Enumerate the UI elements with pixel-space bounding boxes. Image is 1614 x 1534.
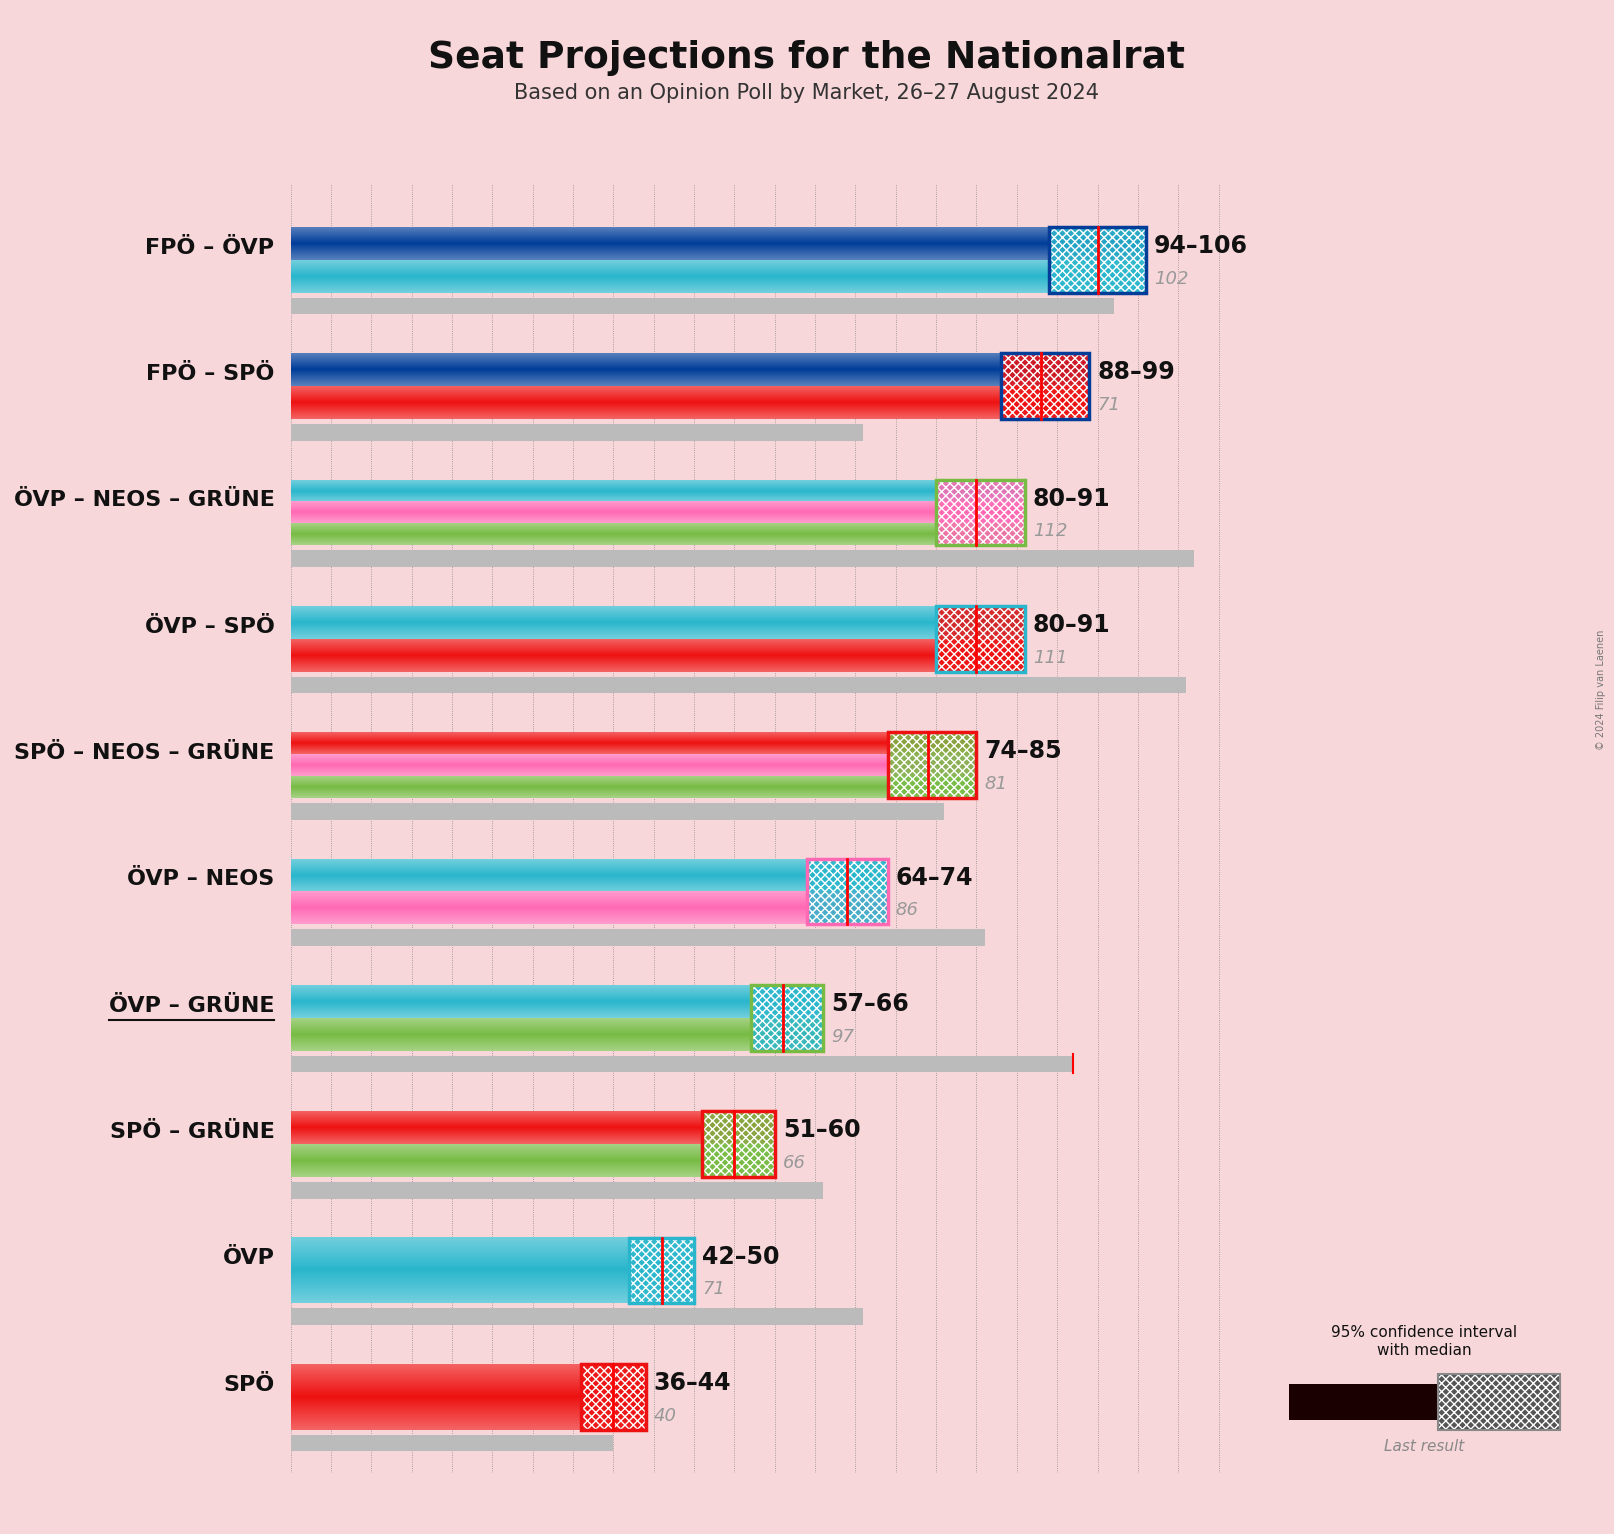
Bar <box>581 1364 646 1430</box>
Text: Last result: Last result <box>1385 1439 1464 1454</box>
Bar <box>291 804 944 819</box>
Bar <box>1001 353 1089 419</box>
Text: 88–99: 88–99 <box>1098 360 1175 385</box>
Bar <box>807 859 888 925</box>
Bar <box>1001 353 1089 419</box>
Text: 80–91: 80–91 <box>1033 614 1110 637</box>
Bar <box>291 1183 823 1198</box>
Bar <box>888 732 976 798</box>
Text: 71: 71 <box>1098 396 1120 414</box>
Text: ÖVP – NEOS – GRÜNE: ÖVP – NEOS – GRÜNE <box>13 491 274 511</box>
Text: 112: 112 <box>1033 523 1067 540</box>
Bar <box>291 551 1194 568</box>
Text: FPÖ – SPÖ: FPÖ – SPÖ <box>145 364 274 384</box>
Bar <box>1001 353 1089 419</box>
Text: 102: 102 <box>1154 270 1188 288</box>
Text: 64–74: 64–74 <box>896 865 973 890</box>
Bar <box>807 859 888 925</box>
Bar <box>291 930 985 946</box>
Text: 74–85: 74–85 <box>985 739 1062 764</box>
Text: 111: 111 <box>1033 649 1067 667</box>
Text: 86: 86 <box>896 902 918 919</box>
Text: SPÖ – NEOS – GRÜNE: SPÖ – NEOS – GRÜNE <box>15 742 274 762</box>
Text: FPÖ – ÖVP: FPÖ – ÖVP <box>145 238 274 258</box>
Bar <box>291 1055 1073 1072</box>
Text: © 2024 Filip van Laenen: © 2024 Filip van Laenen <box>1596 630 1606 750</box>
Text: ÖVP: ÖVP <box>223 1249 274 1269</box>
Text: Seat Projections for the Nationalrat: Seat Projections for the Nationalrat <box>428 40 1186 75</box>
Bar <box>1438 1374 1559 1430</box>
Text: 81: 81 <box>985 775 1007 793</box>
Text: 80–91: 80–91 <box>1033 486 1110 511</box>
Bar <box>1049 227 1146 293</box>
Bar <box>1438 1374 1559 1430</box>
Text: 42–50: 42–50 <box>702 1244 780 1269</box>
Bar <box>1049 227 1146 293</box>
Bar <box>936 480 1025 546</box>
Bar <box>751 985 823 1051</box>
Bar <box>936 606 1025 672</box>
Bar <box>936 606 1025 672</box>
Bar <box>1438 1374 1559 1430</box>
Bar <box>629 1238 694 1304</box>
Bar <box>936 480 1025 546</box>
Bar <box>581 1364 646 1430</box>
Bar <box>1288 1384 1472 1420</box>
Text: 95% confidence interval
with median: 95% confidence interval with median <box>1332 1325 1517 1358</box>
Text: 57–66: 57–66 <box>831 992 909 1016</box>
Bar <box>629 1238 694 1304</box>
Text: ÖVP – GRÜNE: ÖVP – GRÜNE <box>108 996 274 1016</box>
Bar <box>702 1111 775 1177</box>
Bar <box>291 298 1114 314</box>
Bar <box>581 1364 646 1430</box>
Text: 40: 40 <box>654 1407 676 1425</box>
Bar <box>888 732 976 798</box>
Text: ÖVP – NEOS: ÖVP – NEOS <box>128 870 274 890</box>
Bar <box>291 423 863 440</box>
Text: 51–60: 51–60 <box>783 1118 860 1143</box>
Bar <box>888 732 976 798</box>
Text: 36–44: 36–44 <box>654 1371 731 1394</box>
Bar <box>936 606 1025 672</box>
Bar <box>807 859 888 925</box>
Text: Based on an Opinion Poll by Market, 26–27 August 2024: Based on an Opinion Poll by Market, 26–2… <box>515 83 1099 103</box>
Bar <box>629 1238 694 1304</box>
Bar <box>702 1111 775 1177</box>
Bar <box>291 1434 613 1451</box>
Text: ÖVP – SPÖ: ÖVP – SPÖ <box>145 617 274 637</box>
Bar <box>936 480 1025 546</box>
Bar <box>291 676 1186 693</box>
Bar <box>291 1309 863 1325</box>
Bar <box>702 1111 775 1177</box>
Text: SPÖ: SPÖ <box>223 1374 274 1394</box>
Bar <box>1049 227 1146 293</box>
Text: 66: 66 <box>783 1154 805 1172</box>
Text: 71: 71 <box>702 1281 725 1298</box>
Text: 97: 97 <box>831 1028 854 1046</box>
Bar <box>751 985 823 1051</box>
Bar <box>751 985 823 1051</box>
Text: 94–106: 94–106 <box>1154 235 1248 258</box>
Text: SPÖ – GRÜNE: SPÖ – GRÜNE <box>110 1121 274 1141</box>
